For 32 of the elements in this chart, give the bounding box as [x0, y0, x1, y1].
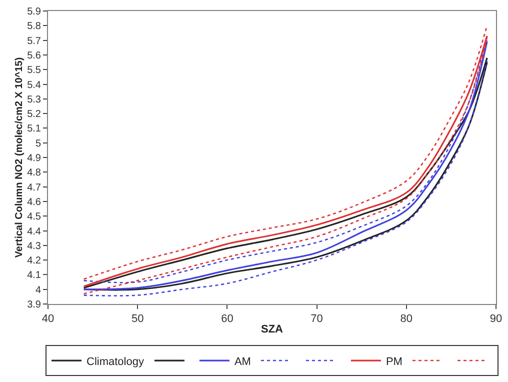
y-tick-label: 5.9 — [27, 6, 42, 18]
y-tick-label: 4 — [35, 284, 42, 296]
y-tick-label: 5.2 — [27, 109, 42, 120]
legend-label: Climatology — [86, 356, 144, 368]
y-tick-label: 4.5 — [27, 212, 42, 223]
x-axis-title: SZA — [261, 323, 284, 336]
y-tick-label: 5.5 — [27, 65, 42, 76]
y-tick-label: 4.2 — [27, 256, 42, 267]
y-tick-label: 5.1 — [27, 124, 42, 135]
y-tick-label: 4.1 — [27, 270, 42, 282]
y-tick-label: 5.3 — [27, 94, 42, 106]
y-tick-label: 5.7 — [27, 36, 42, 47]
y-tick-label: 3.9 — [27, 300, 42, 310]
y-tick-label: 4.7 — [27, 182, 42, 194]
x-tick-label: 60 — [221, 313, 234, 326]
x-tick-label: 70 — [310, 313, 323, 326]
x-tick-label: 90 — [490, 313, 502, 326]
x-tick-label: 80 — [400, 313, 413, 326]
y-tick-label: 4.4 — [27, 226, 42, 238]
y-tick-label: 5.4 — [27, 80, 42, 91]
y-tick-label: 4.8 — [27, 168, 42, 179]
y-axis-title: Vertical Column NO2 (molec/cm2 X 10^15) — [14, 57, 26, 258]
x-tick-label: 50 — [131, 313, 144, 326]
y-tick-label: 4.9 — [27, 153, 42, 164]
y-tick-label: 4.3 — [27, 240, 42, 252]
y-tick-label: 5 — [35, 138, 42, 150]
y-tick-label: 4.6 — [27, 196, 42, 208]
y-tick-label: 5.8 — [27, 21, 42, 32]
x-tick-label: 40 — [42, 313, 54, 326]
legend-label: AM — [234, 356, 251, 368]
legend-label: PM — [386, 356, 402, 368]
y-tick-label: 5.6 — [27, 50, 42, 62]
